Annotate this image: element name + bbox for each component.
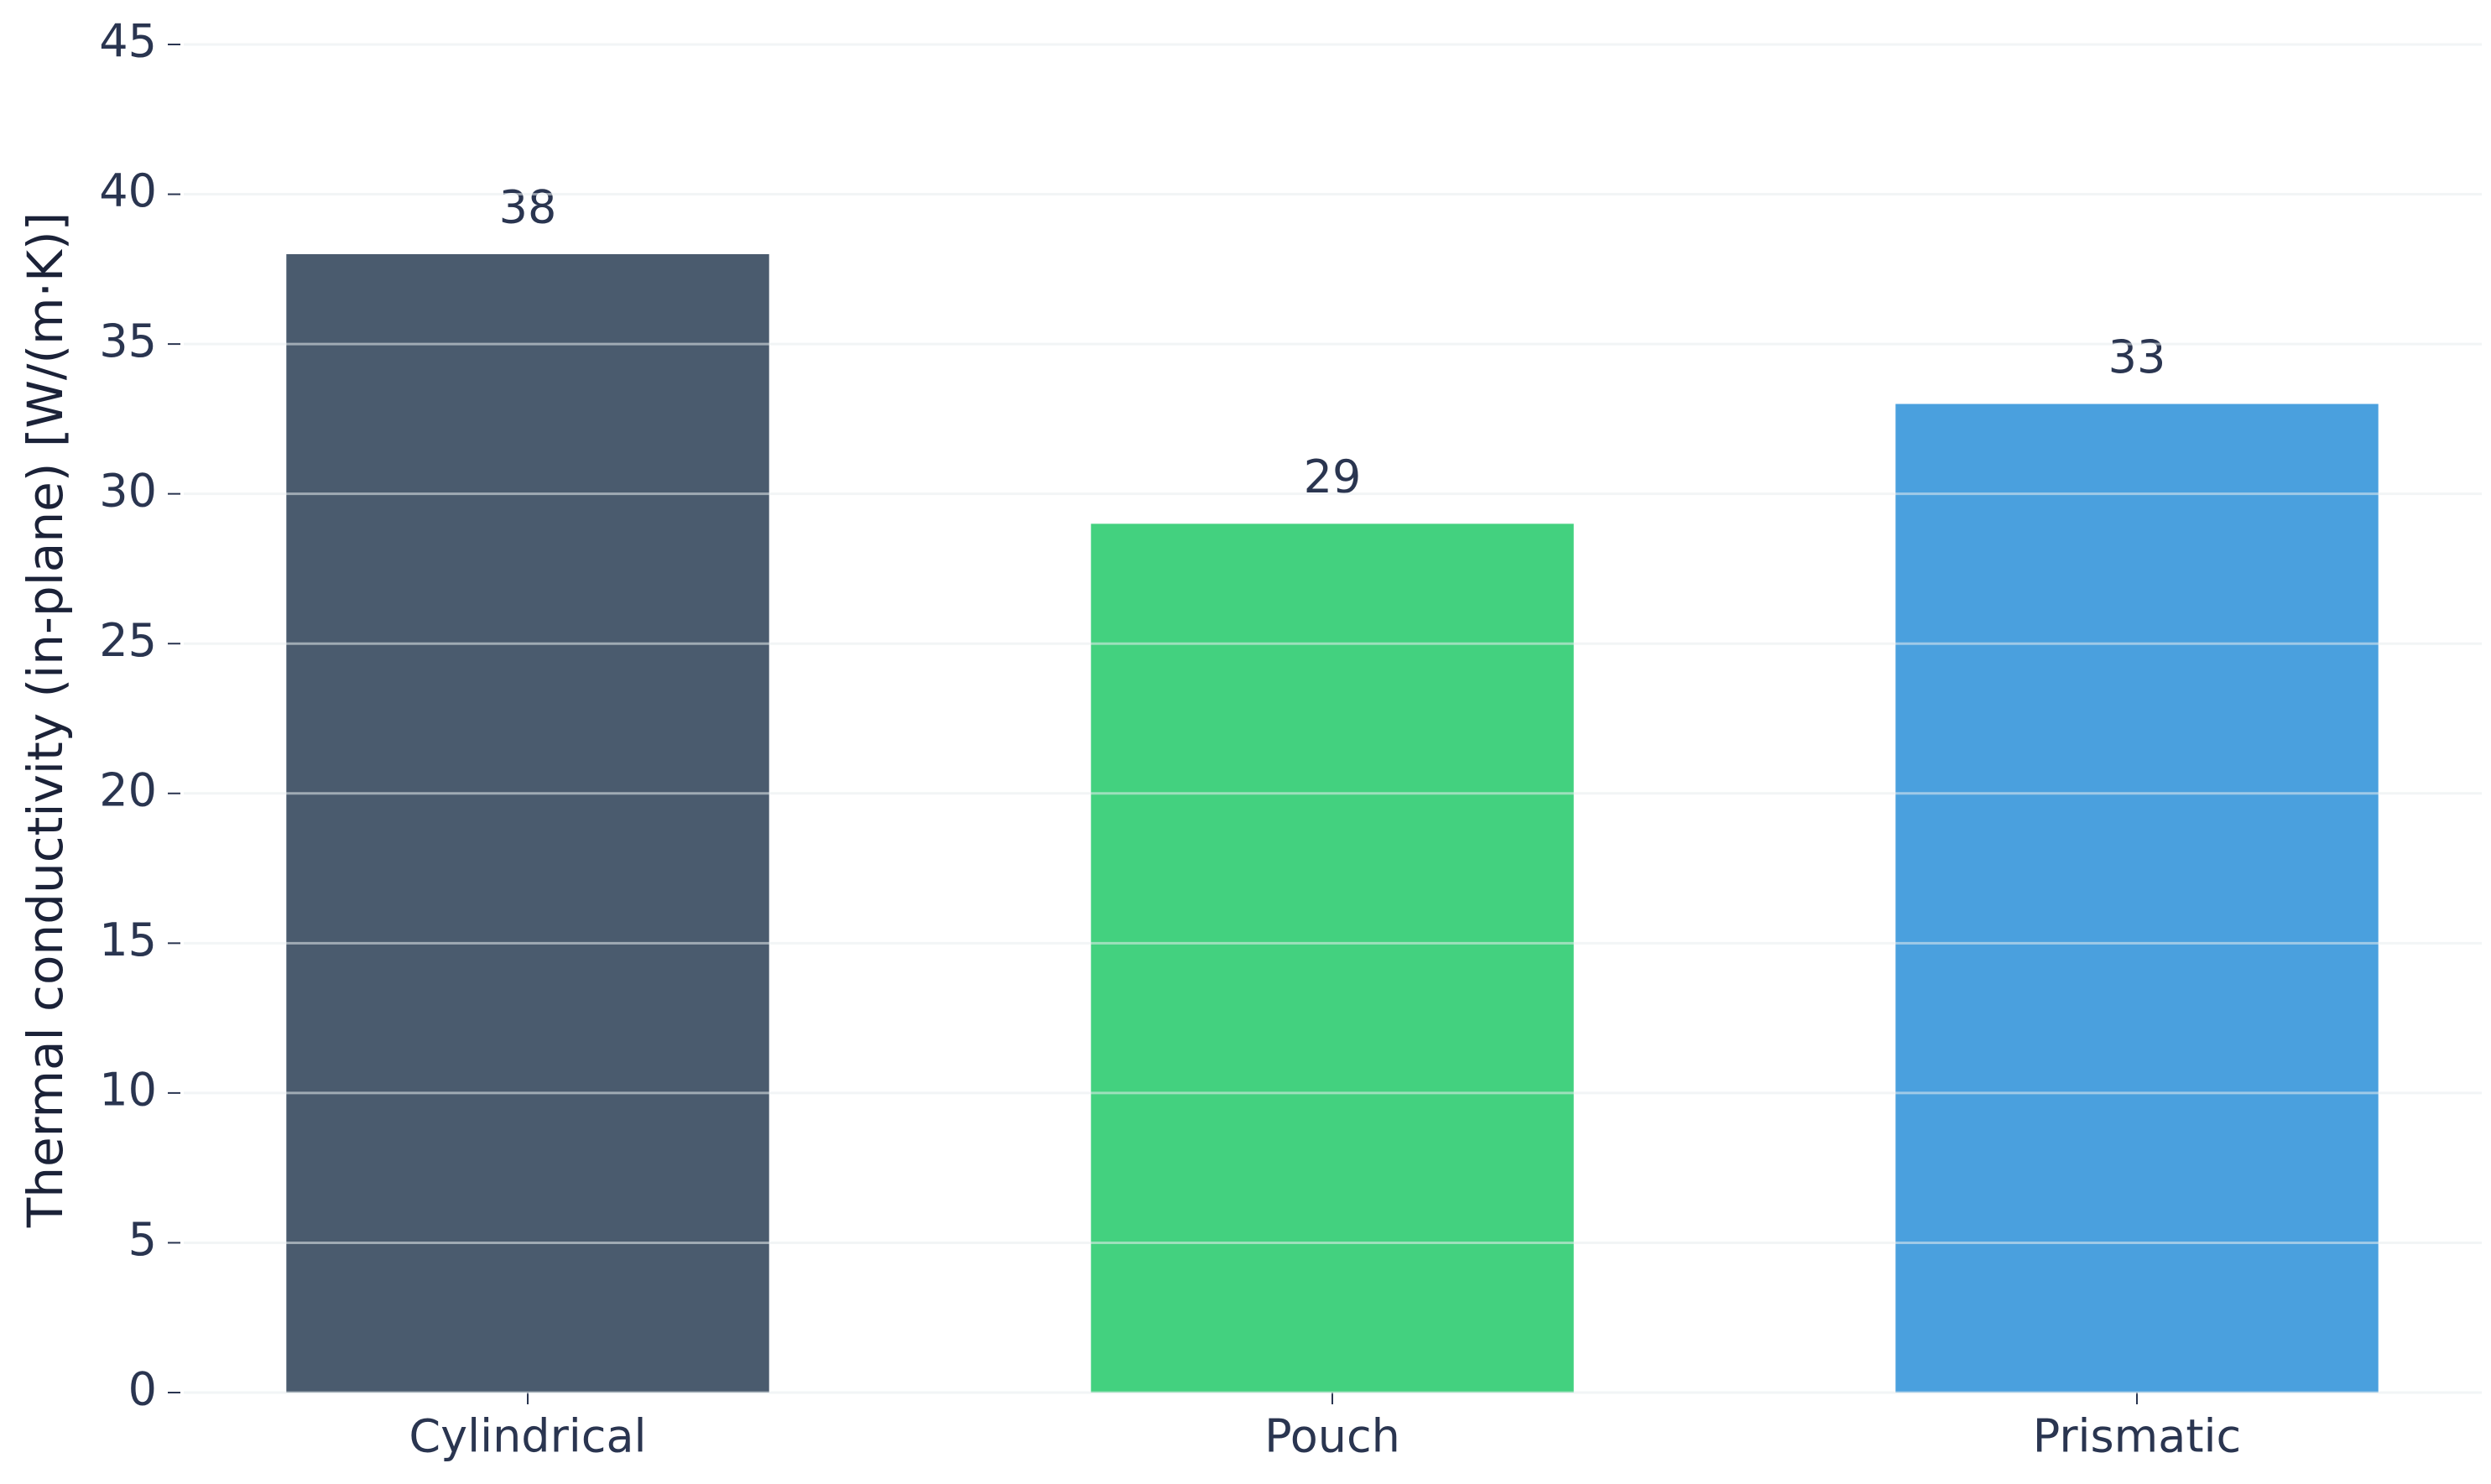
- y-tick-label: 15: [99, 914, 157, 966]
- y-tick-label: 30: [99, 464, 157, 517]
- x-tick-label: Cylindrical: [409, 1410, 646, 1463]
- y-tick-label: 20: [99, 763, 157, 816]
- value-label: 33: [2108, 331, 2166, 383]
- bar: [1091, 523, 1574, 1393]
- x-tick-label: Pouch: [1264, 1410, 1400, 1463]
- y-axis-title: Thermal conductivity (in-plane) [W/(m·K)…: [17, 212, 74, 1228]
- y-tick-label: 10: [99, 1064, 157, 1117]
- bar: [286, 253, 769, 1393]
- y-tick-label: 35: [99, 315, 157, 367]
- bar: [1895, 404, 2379, 1393]
- x-tick-label: Prismatic: [2033, 1410, 2242, 1463]
- y-tick-label: 5: [128, 1213, 157, 1266]
- y-tick-label: 0: [128, 1363, 157, 1416]
- value-label: 29: [1304, 450, 1362, 503]
- y-tick-label: 25: [99, 614, 157, 667]
- value-label: 38: [499, 181, 557, 234]
- y-tick-label: 45: [99, 15, 157, 68]
- y-tick-label: 40: [99, 164, 157, 217]
